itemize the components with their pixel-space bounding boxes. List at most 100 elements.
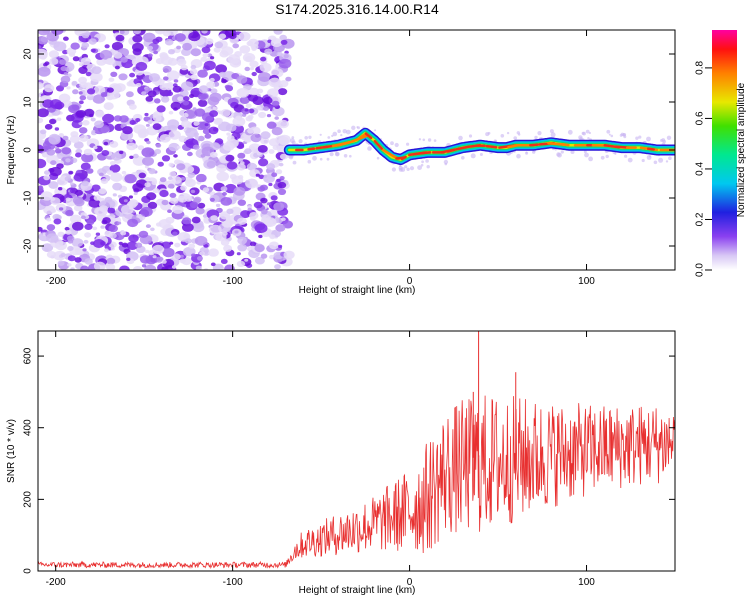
noise-speck	[208, 126, 219, 135]
ridge-peak	[364, 132, 373, 140]
noise-speck	[104, 44, 110, 49]
noise-speck	[120, 56, 128, 63]
ridge-halo	[550, 132, 556, 138]
noise-speck	[79, 95, 87, 101]
ridge-halo	[606, 129, 611, 134]
snr-plot-area	[38, 331, 675, 571]
noise-speck	[69, 135, 80, 144]
noise-speck	[194, 235, 208, 246]
y-tick-label: 600	[23, 347, 34, 364]
noise-speck	[209, 77, 215, 82]
noise-speck	[38, 36, 48, 45]
noise-speck	[58, 207, 64, 211]
noise-speck	[102, 217, 111, 224]
ridge-halo	[292, 160, 297, 165]
noise-speck	[278, 134, 291, 145]
noise-speck	[86, 168, 94, 174]
noise-speck	[218, 71, 226, 78]
x-tick-label: 100	[578, 276, 595, 287]
noise-speck	[215, 203, 221, 208]
ridge-halo	[312, 155, 317, 161]
noise-speck	[71, 80, 78, 86]
noise-speck	[169, 197, 179, 205]
noise-speck	[275, 224, 286, 232]
noise-speck	[218, 33, 227, 40]
ridge-halo	[584, 152, 589, 158]
noise-speck	[49, 57, 59, 65]
noise-speck	[190, 74, 198, 81]
noise-speck	[277, 119, 289, 129]
noise-speck	[43, 175, 51, 181]
noise-speck	[93, 261, 106, 270]
noise-speck	[100, 225, 105, 229]
noise-speck	[189, 201, 199, 208]
ridge-halo	[343, 154, 348, 158]
noise-speck	[118, 73, 128, 81]
noise-speck	[126, 142, 137, 151]
noise-speck	[83, 148, 93, 156]
noise-speck	[143, 32, 156, 43]
noise-speck	[133, 78, 142, 85]
noise-speck	[99, 205, 109, 213]
noise-speck	[237, 236, 248, 245]
noise-speck	[263, 217, 277, 228]
noise-speck	[112, 60, 123, 69]
y-tick-label: 10	[23, 96, 34, 108]
noise-speck	[264, 48, 273, 55]
x-tick-label: -100	[223, 276, 243, 287]
noise-speck	[251, 71, 257, 77]
ridge-halo	[666, 135, 672, 140]
noise-speck	[234, 230, 239, 234]
noise-speck	[50, 160, 57, 166]
spectrogram-x-ticks: -200 -100 0 100	[46, 30, 595, 287]
noise-speck	[166, 91, 173, 97]
noise-speck	[170, 101, 182, 110]
noise-speck	[185, 127, 198, 138]
noise-speck	[203, 244, 209, 248]
noise-speck	[235, 115, 242, 121]
noise-speck	[155, 36, 163, 42]
noise-speck	[121, 242, 129, 248]
noise-speck	[53, 41, 67, 52]
ridge-halo	[340, 134, 343, 137]
noise-speck	[46, 148, 56, 156]
noise-speck	[180, 177, 186, 181]
noise-speck	[209, 151, 218, 158]
noise-speck	[129, 120, 136, 125]
noise-speck	[190, 189, 196, 194]
x-tick-label: 0	[407, 276, 413, 287]
noise-speck	[66, 86, 71, 90]
ridge-halo	[337, 129, 341, 133]
noise-speck	[67, 246, 74, 251]
ridge-halo	[326, 157, 330, 161]
noise-speck	[182, 112, 189, 118]
noise-speck	[173, 79, 179, 83]
noise-speck	[128, 234, 139, 243]
noise-speck	[102, 113, 115, 124]
noise-speck	[258, 174, 265, 180]
ridge-halo	[556, 152, 561, 157]
noise-speck	[118, 241, 123, 245]
noise-speck	[153, 50, 159, 55]
ridge-peak	[307, 147, 316, 151]
noise-speck	[66, 235, 75, 242]
ridge-halo	[422, 138, 426, 142]
noise-speck	[179, 254, 184, 258]
noise-speck	[90, 72, 103, 82]
noise-speck	[208, 248, 219, 257]
ridge-halo	[648, 155, 652, 158]
noise-speck	[64, 176, 71, 182]
noise-speck	[94, 120, 104, 129]
noise-speck	[237, 244, 248, 252]
ridge-halo	[308, 135, 312, 139]
noise-speck	[84, 258, 93, 265]
noise-speck	[147, 45, 154, 51]
ridge-halo	[627, 157, 633, 163]
noise-speck	[135, 118, 141, 122]
noise-speck	[268, 241, 280, 250]
ridge-halo	[587, 137, 590, 140]
colorbar-tick-label: 0.2	[695, 212, 706, 226]
noise-speck	[75, 110, 87, 118]
noise-speck	[75, 148, 83, 154]
ridge-halo	[394, 142, 399, 148]
